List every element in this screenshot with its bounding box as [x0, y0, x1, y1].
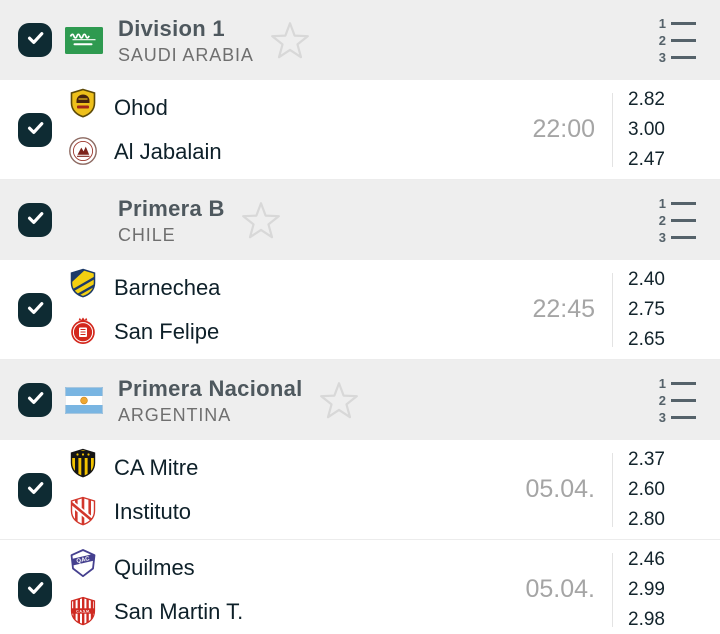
checkmark-icon	[25, 297, 46, 323]
match-checkbox[interactable]	[18, 112, 52, 147]
odd-draw[interactable]: 2.75	[628, 298, 665, 320]
checkmark-icon	[25, 207, 46, 233]
standings-list-icon[interactable]: 1 2 3	[657, 197, 696, 244]
odds-column: 2.37 2.60 2.80	[613, 448, 720, 530]
odds-column: 2.82 3.00 2.47	[613, 88, 720, 170]
match-time: 22:00	[532, 115, 595, 143]
checkmark-icon	[25, 577, 46, 603]
match-row-quilmes-sanmartin[interactable]: QAC C.A.S.M. Quilmes San Martin	[0, 540, 720, 634]
instituto-logo-icon	[68, 496, 98, 531]
league-name: Primera Nacional	[118, 375, 303, 401]
odd-draw[interactable]: 2.60	[628, 478, 665, 500]
argentina-flag-icon	[65, 386, 103, 414]
league-header-saudi-division-1[interactable]: Division 1 SAUDI ARABIA 1 2 3	[0, 0, 720, 80]
league-name: Primera B	[118, 195, 225, 221]
favorite-star-icon[interactable]	[268, 20, 312, 69]
match-row-ohod-aljabalain[interactable]: Ohod Al Jabalain 22:00 2.82 3.00 2.47	[0, 80, 720, 180]
league-info: Primera Nacional ARGENTINA	[118, 376, 303, 425]
away-team-name: San Felipe	[114, 319, 220, 344]
al-jabalain-logo-icon	[68, 136, 98, 171]
match-row-barnechea-sanfelipe[interactable]: Barnechea San Felipe 22:45 2.40 2.75 2.6…	[0, 260, 720, 360]
quilmes-logo-icon: QAC	[68, 548, 98, 583]
saudi-arabia-flag-icon	[65, 26, 103, 54]
odd-away[interactable]: 2.80	[628, 508, 665, 530]
odd-home[interactable]: 2.46	[628, 548, 665, 570]
league-country: CHILE	[118, 224, 176, 245]
odd-away[interactable]: 2.98	[628, 608, 665, 630]
checkmark-icon	[25, 387, 46, 413]
odd-home[interactable]: 2.40	[628, 268, 665, 290]
league-info: Division 1 SAUDI ARABIA	[118, 16, 254, 65]
league-checkbox[interactable]	[18, 23, 52, 57]
away-team-name: Instituto	[114, 499, 192, 524]
standings-list-icon[interactable]: 1 2 3	[657, 17, 696, 64]
match-checkbox[interactable]	[18, 572, 52, 607]
league-country: ARGENTINA	[118, 404, 232, 425]
league-country: SAUDI ARABIA	[118, 44, 254, 65]
odds-column: 2.40 2.75 2.65	[613, 268, 720, 350]
match-checkbox[interactable]	[18, 472, 52, 507]
odd-away[interactable]: 2.47	[628, 148, 665, 170]
league-checkbox[interactable]	[18, 203, 52, 237]
odds-column: 2.46 2.99 2.98	[613, 548, 720, 630]
ca-mitre-logo-icon	[68, 448, 98, 483]
match-checkbox[interactable]	[18, 292, 52, 327]
match-date: 05.04.	[525, 575, 595, 603]
barnechea-logo-icon	[68, 268, 98, 303]
match-row-camitre-instituto[interactable]: CA Mitre Instituto 05.04. 2.37 2.60 2.80	[0, 440, 720, 540]
home-team-name: Ohod	[114, 95, 168, 120]
checkmark-icon	[25, 117, 46, 143]
league-header-chile-primera-b[interactable]: Primera B CHILE 1 2 3	[0, 180, 720, 260]
league-header-argentina-primera-nacional[interactable]: Primera Nacional ARGENTINA 1 2 3	[0, 360, 720, 440]
checkmark-icon	[25, 477, 46, 503]
match-time: 22:45	[532, 295, 595, 323]
odd-draw[interactable]: 2.99	[628, 578, 665, 600]
favorite-star-icon[interactable]	[239, 200, 283, 249]
checkmark-icon	[25, 27, 46, 53]
match-date: 05.04.	[525, 475, 595, 503]
san-felipe-logo-icon	[68, 316, 98, 351]
odd-home[interactable]: 2.37	[628, 448, 665, 470]
ohod-logo-icon	[68, 88, 98, 123]
league-checkbox[interactable]	[18, 383, 52, 417]
odds-divider	[612, 552, 613, 627]
san-martin-logo-icon: C.A.S.M.	[68, 596, 98, 631]
home-team-name: CA Mitre	[114, 455, 199, 480]
league-name: Division 1	[118, 15, 225, 41]
favorite-star-icon[interactable]	[317, 380, 361, 429]
league-info: Primera B CHILE	[118, 196, 225, 245]
odd-away[interactable]: 2.65	[628, 328, 665, 350]
odd-draw[interactable]: 3.00	[628, 118, 665, 140]
away-team-name: Al Jabalain	[114, 139, 222, 164]
home-team-name: Quilmes	[114, 555, 195, 580]
odds-divider	[612, 272, 613, 347]
odd-home[interactable]: 2.82	[628, 88, 665, 110]
odds-divider	[612, 92, 613, 167]
home-team-name: Barnechea	[114, 275, 221, 300]
away-team-name: San Martin T.	[114, 599, 244, 624]
standings-list-icon[interactable]: 1 2 3	[657, 377, 696, 424]
svg-text:QAC: QAC	[76, 556, 91, 565]
odds-divider	[612, 452, 613, 527]
svg-text:C.A.S.M.: C.A.S.M.	[76, 609, 90, 613]
